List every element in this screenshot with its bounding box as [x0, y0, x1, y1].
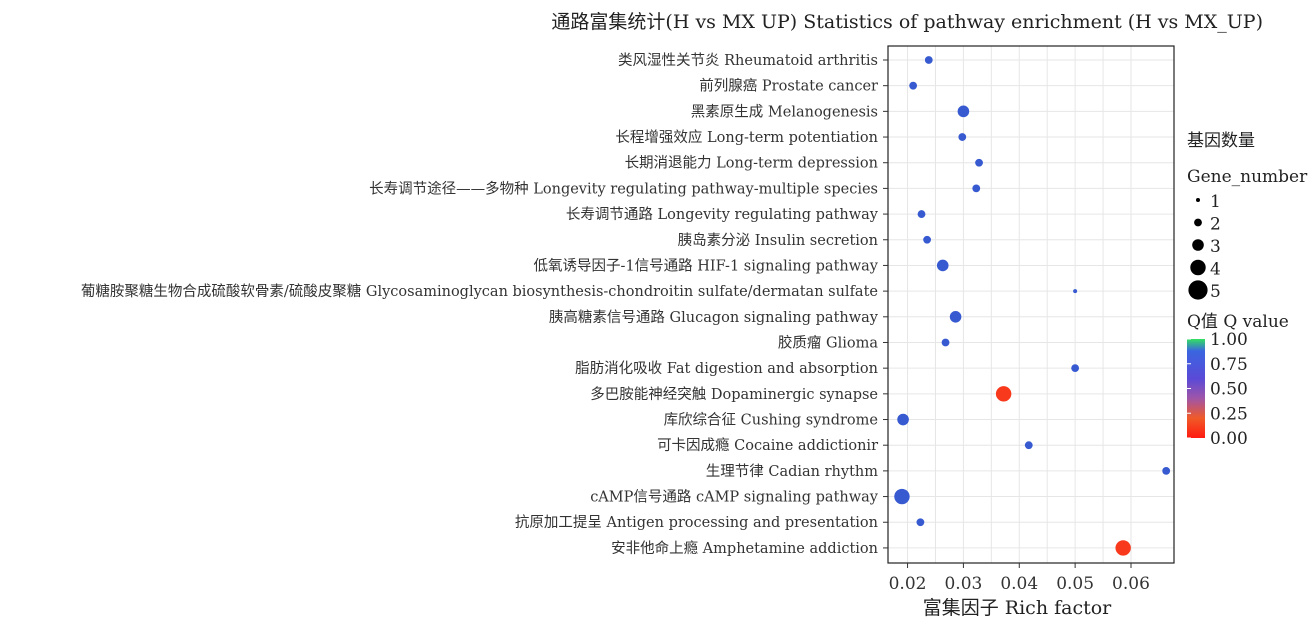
color-legend-label: 0.00	[1210, 429, 1248, 449]
x-tick-label: 0.02	[889, 574, 927, 594]
size-legend-dot	[1188, 280, 1208, 300]
size-legend-label: 1	[1210, 192, 1221, 212]
data-point	[909, 81, 918, 90]
y-tick-label: 抗原加工提呈 Antigen processing and presentati…	[515, 514, 878, 531]
data-points	[894, 56, 1171, 556]
data-point	[1162, 466, 1171, 475]
data-point	[972, 184, 981, 193]
y-axis-labels: 类风湿性关节炎 Rheumatoid arthritis 前列腺癌 Prostat…	[81, 52, 888, 557]
data-point	[975, 158, 983, 167]
y-tick-label: 长寿调节通路 Longevity regulating pathway	[566, 206, 879, 223]
plot-panel	[887, 45, 1175, 564]
size-legend-dot	[1190, 259, 1206, 276]
data-point	[1073, 289, 1078, 294]
y-tick-label: 长期消退能力 Long-term depression	[625, 155, 878, 172]
data-point	[916, 518, 925, 527]
data-point	[941, 338, 950, 347]
y-tick-label: 胶质瘤 Glioma	[778, 334, 878, 351]
y-tick-label: 可卡因成瘾 Cocaine addictionir	[657, 437, 878, 454]
y-tick-label: 黑素原生成 Melanogenesis	[691, 103, 878, 120]
data-point	[894, 488, 910, 505]
color-legend-bar	[1187, 339, 1205, 438]
y-tick-label: 长程增强效应 Long-term potentiation	[615, 128, 878, 146]
x-tick-label: 0.06	[1112, 574, 1150, 594]
data-point	[1024, 441, 1033, 450]
color-legend: Q值 Q value 1.00 0.75 0.50 0.25 0.00	[1187, 312, 1289, 449]
data-point	[949, 311, 962, 323]
data-point	[995, 386, 1012, 402]
size-legend-label: 3	[1210, 237, 1221, 257]
size-legend-title-en: Gene_number	[1187, 167, 1308, 187]
y-tick-label: 低氧诱导因子-1信号通路 HIF-1 signaling pathway	[534, 257, 879, 274]
grid-layer	[888, 46, 1174, 563]
x-tick-label: 0.03	[944, 574, 982, 594]
size-legend-dot	[1194, 218, 1202, 227]
y-tick-label: cAMP信号通路 cAMP signaling pathway	[590, 489, 879, 506]
color-legend-label: 1.00	[1210, 330, 1248, 350]
y-tick-label: 脂肪消化吸收 Fat digestion and absorption	[575, 360, 878, 377]
x-tick-label: 0.04	[1000, 574, 1038, 594]
x-tick-label: 0.05	[1056, 574, 1094, 594]
y-tick-label: 葡糖胺聚糖生物合成硫酸软骨素/硫酸皮聚糖 Glycosaminoglycan b…	[81, 283, 878, 300]
data-point	[924, 56, 933, 64]
size-legend-label: 2	[1210, 215, 1221, 235]
data-point	[958, 133, 967, 141]
y-tick-label: 库欣综合征 Cushing syndrome	[664, 412, 878, 429]
data-point	[936, 259, 949, 272]
y-tick-label: 安非他命上瘾 Amphetamine addiction	[611, 539, 878, 557]
size-legend: 基因数量 Gene_number 1 23 45	[1187, 131, 1308, 302]
y-tick-label: 前列腺癌 Prostate cancer	[699, 78, 878, 95]
data-point	[897, 413, 909, 426]
size-legend-title-cn: 基因数量	[1187, 131, 1255, 151]
data-point	[957, 105, 970, 118]
size-legend-label: 5	[1210, 282, 1221, 302]
color-legend-label: 0.25	[1210, 404, 1248, 424]
y-tick-label: 长寿调节途径——多物种 Longevity regulating pathway…	[369, 180, 878, 197]
y-tick-label: 生理节律 Cadian rhythm	[706, 463, 878, 480]
data-point	[1071, 364, 1080, 373]
data-point	[1115, 540, 1131, 556]
y-tick-label: 类风湿性关节炎 Rheumatoid arthritis	[618, 52, 878, 69]
color-legend-title: Q值 Q value	[1187, 312, 1289, 332]
size-legend-label: 4	[1210, 260, 1221, 280]
y-tick-label: 多巴胺能神经突触 Dopaminergic synapse	[590, 386, 878, 403]
data-point	[917, 210, 926, 218]
y-tick-label: 胰岛素分泌 Insulin secretion	[678, 232, 878, 249]
size-legend-dot	[1196, 198, 1200, 202]
color-legend-label: 0.50	[1210, 380, 1248, 400]
chart-title: 通路富集统计(H vs MX UP) Statistics of pathway…	[551, 11, 1263, 33]
x-axis-label: 富集因子 Rich factor	[923, 597, 1112, 619]
y-tick-label: 胰高糖素信号通路 Glucagon signaling pathway	[549, 309, 879, 326]
color-legend-label: 0.75	[1210, 355, 1248, 375]
size-legend-dot	[1192, 239, 1204, 251]
x-axis: 0.02 0.03 0.04 0.05 0.06	[889, 563, 1150, 594]
data-point	[923, 235, 932, 244]
